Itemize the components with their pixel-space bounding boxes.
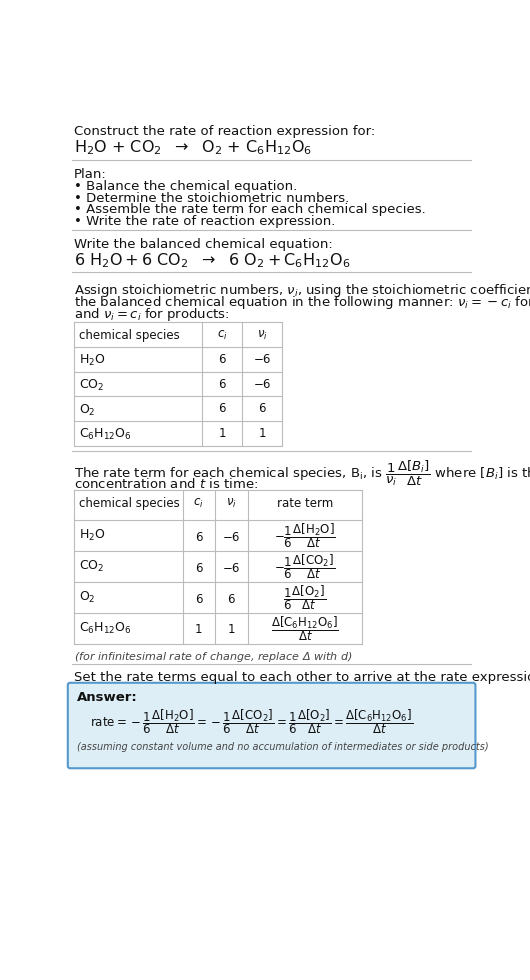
- Text: • Determine the stoichiometric numbers.: • Determine the stoichiometric numbers.: [74, 191, 349, 205]
- Text: 6: 6: [218, 403, 226, 416]
- Text: $-\dfrac{1}{6}\dfrac{\Delta[\mathrm{H_2O}]}{\Delta t}$: $-\dfrac{1}{6}\dfrac{\Delta[\mathrm{H_2O…: [274, 521, 336, 550]
- Text: $\mathrm{rate} = -\dfrac{1}{6}\dfrac{\Delta[\mathrm{H_2O}]}{\Delta t} = -\dfrac{: $\mathrm{rate} = -\dfrac{1}{6}\dfrac{\De…: [90, 708, 412, 736]
- Text: concentration and $t$ is time:: concentration and $t$ is time:: [74, 477, 258, 491]
- Text: chemical species: chemical species: [78, 497, 179, 511]
- Text: −6: −6: [223, 562, 240, 575]
- Text: $\mathregular{O_2}$: $\mathregular{O_2}$: [78, 590, 95, 605]
- Text: 6: 6: [195, 562, 202, 575]
- Text: $\nu_i$: $\nu_i$: [226, 497, 237, 511]
- Text: $\nu_i$: $\nu_i$: [257, 328, 268, 342]
- Text: The rate term for each chemical species, $\mathregular{B_i}$, is $\dfrac{1}{\nu_: The rate term for each chemical species,…: [74, 459, 530, 488]
- Text: rate term: rate term: [277, 497, 333, 511]
- Text: and $\nu_i = c_i$ for products:: and $\nu_i = c_i$ for products:: [74, 306, 229, 323]
- Text: Answer:: Answer:: [77, 691, 138, 705]
- Text: $\mathregular{H_2O}$: $\mathregular{H_2O}$: [78, 528, 105, 543]
- Text: −6: −6: [254, 353, 271, 367]
- Text: $\mathregular{C_6H_{12}O_6}$: $\mathregular{C_6H_{12}O_6}$: [78, 620, 131, 636]
- Text: $\mathregular{CO_2}$: $\mathregular{CO_2}$: [78, 559, 104, 574]
- Text: 1: 1: [195, 623, 202, 636]
- Text: Plan:: Plan:: [74, 168, 107, 180]
- Text: −6: −6: [254, 378, 271, 391]
- Text: $\mathregular{H_2O}$: $\mathregular{H_2O}$: [78, 353, 105, 368]
- Text: $\mathregular{H_2O}$ + $\mathregular{CO_2}$  $\rightarrow$  $\mathregular{O_2}$ : $\mathregular{H_2O}$ + $\mathregular{CO_…: [74, 138, 312, 157]
- Text: $-\dfrac{1}{6}\dfrac{\Delta[\mathrm{CO_2}]}{\Delta t}$: $-\dfrac{1}{6}\dfrac{\Delta[\mathrm{CO_2…: [275, 552, 335, 581]
- Text: the balanced chemical equation in the following manner: $\nu_i = -c_i$ for react: the balanced chemical equation in the fo…: [74, 294, 530, 311]
- Text: Set the rate terms equal to each other to arrive at the rate expression:: Set the rate terms equal to each other t…: [74, 671, 530, 684]
- Text: $6\ \mathregular{H_2O} + 6\ \mathregular{CO_2}$  $\rightarrow$  $6\ \mathregular: $6\ \mathregular{H_2O} + 6\ \mathregular…: [74, 251, 350, 270]
- Text: 1: 1: [218, 427, 226, 440]
- Text: −6: −6: [223, 531, 240, 544]
- Text: 6: 6: [227, 593, 235, 606]
- Text: Write the balanced chemical equation:: Write the balanced chemical equation:: [74, 238, 333, 251]
- Text: $\mathregular{CO_2}$: $\mathregular{CO_2}$: [78, 378, 104, 393]
- Text: $\dfrac{1}{6}\dfrac{\Delta[\mathrm{O_2}]}{\Delta t}$: $\dfrac{1}{6}\dfrac{\Delta[\mathrm{O_2}]…: [284, 583, 326, 612]
- Text: 1: 1: [227, 623, 235, 636]
- Text: 6: 6: [195, 531, 202, 544]
- Text: • Assemble the rate term for each chemical species.: • Assemble the rate term for each chemic…: [74, 203, 426, 216]
- Text: 6: 6: [218, 378, 226, 391]
- Text: $\mathregular{C_6H_{12}O_6}$: $\mathregular{C_6H_{12}O_6}$: [78, 427, 131, 442]
- Text: 1: 1: [259, 427, 266, 440]
- Text: • Balance the chemical equation.: • Balance the chemical equation.: [74, 180, 297, 193]
- Text: chemical species: chemical species: [78, 328, 179, 342]
- Text: (assuming constant volume and no accumulation of intermediates or side products): (assuming constant volume and no accumul…: [77, 742, 489, 752]
- Text: $\mathregular{O_2}$: $\mathregular{O_2}$: [78, 403, 95, 417]
- Text: (for infinitesimal rate of change, replace Δ with $d$): (for infinitesimal rate of change, repla…: [74, 650, 352, 663]
- Text: 6: 6: [218, 353, 226, 367]
- Text: $\dfrac{\Delta[\mathrm{C_6H_{12}O_6}]}{\Delta t}$: $\dfrac{\Delta[\mathrm{C_6H_{12}O_6}]}{\…: [271, 613, 339, 643]
- Text: $c_i$: $c_i$: [217, 328, 227, 342]
- Text: 6: 6: [195, 593, 202, 606]
- Text: • Write the rate of reaction expression.: • Write the rate of reaction expression.: [74, 215, 335, 227]
- Text: $c_i$: $c_i$: [193, 497, 204, 511]
- Text: Construct the rate of reaction expression for:: Construct the rate of reaction expressio…: [74, 125, 375, 138]
- FancyBboxPatch shape: [68, 683, 475, 768]
- Text: Assign stoichiometric numbers, $\nu_i$, using the stoichiometric coefficients, $: Assign stoichiometric numbers, $\nu_i$, …: [74, 281, 530, 299]
- Text: 6: 6: [259, 403, 266, 416]
